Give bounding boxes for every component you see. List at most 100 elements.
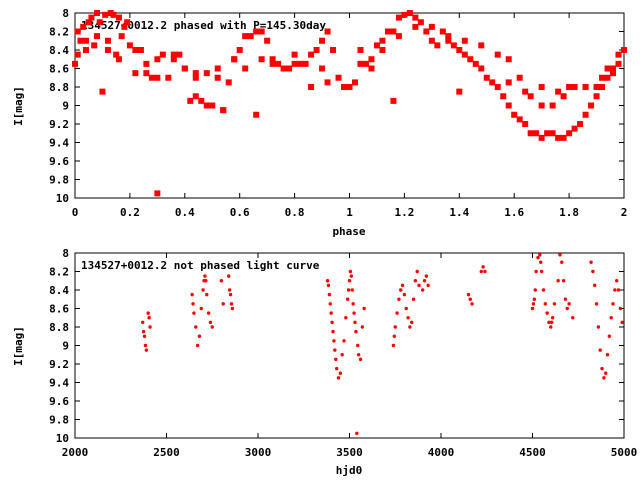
data-point — [148, 74, 155, 81]
data-point — [511, 111, 518, 118]
data-point — [582, 84, 589, 90]
phased-y-tick-label: 8 — [62, 7, 69, 20]
data-point — [541, 288, 546, 292]
data-point — [400, 283, 405, 288]
data-point — [210, 325, 214, 329]
data-point — [99, 88, 106, 95]
data-point — [424, 274, 429, 278]
data-point — [609, 316, 613, 320]
data-point — [466, 292, 471, 297]
data-point — [538, 84, 545, 90]
data-point — [170, 51, 177, 58]
phased-y-tick-label: 9.6 — [49, 155, 69, 168]
data-point — [227, 274, 231, 278]
data-point — [560, 134, 567, 141]
data-point — [291, 60, 298, 67]
data-point — [461, 51, 468, 58]
data-point — [170, 56, 177, 63]
data-point — [434, 42, 441, 49]
data-point — [349, 274, 354, 278]
data-point — [422, 279, 427, 283]
data-point — [538, 102, 545, 109]
data-point — [115, 56, 122, 63]
data-point — [593, 283, 597, 288]
data-point — [275, 60, 282, 67]
data-point — [605, 353, 610, 357]
data-point — [428, 37, 435, 44]
data-point — [118, 33, 125, 40]
data-point — [615, 51, 622, 58]
phased-y-tick-label: 9.8 — [49, 174, 69, 187]
data-point — [258, 56, 265, 63]
unphased-x-tick-label: 5000 — [611, 446, 638, 459]
data-point — [328, 302, 332, 306]
data-point — [613, 288, 617, 292]
data-point — [141, 329, 146, 334]
data-point — [555, 88, 562, 95]
data-point — [338, 371, 343, 375]
phased-data-points — [72, 10, 627, 197]
data-point — [571, 84, 578, 90]
data-point — [415, 269, 419, 274]
data-point — [113, 51, 120, 58]
data-point — [607, 334, 612, 338]
data-point — [347, 279, 352, 283]
data-point — [192, 70, 199, 77]
data-point — [567, 302, 571, 306]
data-point — [191, 302, 195, 306]
phased-x-tick-label: 2 — [621, 206, 628, 219]
data-point — [220, 107, 227, 114]
data-point — [560, 260, 564, 264]
data-point — [547, 320, 551, 325]
phased-x-tick-label: 1 — [346, 206, 353, 219]
unphased-axis-ticks: 2000 2500 3000 3500 4000 4500 5000 8 8.2 8.4 8.6 8.… — [49, 247, 637, 459]
unphased-x-tick-label: 2500 — [153, 446, 180, 459]
data-point — [144, 348, 149, 352]
phased-x-tick-label: 1.4 — [449, 206, 469, 219]
data-point — [481, 265, 485, 269]
data-point — [201, 288, 205, 292]
data-point — [368, 65, 375, 72]
data-point — [616, 288, 621, 292]
data-point — [615, 60, 622, 67]
phased-plot-title: 134527+0012.2 phased with P=145.30day — [81, 19, 326, 32]
data-point — [221, 302, 225, 306]
unphased-y-axis-label: I[mag] — [12, 326, 25, 366]
data-point — [522, 88, 529, 95]
data-point — [242, 33, 249, 40]
data-point — [342, 339, 346, 343]
data-point — [334, 357, 338, 362]
phased-x-tick-label: 0.2 — [120, 206, 140, 219]
data-point — [550, 316, 555, 320]
unphased-y-tick-label: 8.2 — [49, 266, 69, 279]
data-point — [176, 51, 183, 58]
data-point — [390, 97, 397, 104]
data-point — [599, 74, 606, 81]
data-point — [147, 316, 151, 320]
data-point — [410, 320, 414, 325]
data-point — [227, 288, 232, 292]
unphased-y-tick-label: 8.6 — [49, 303, 69, 316]
data-point — [192, 74, 199, 81]
data-point — [384, 28, 391, 35]
data-point — [82, 47, 89, 53]
data-point — [209, 102, 216, 109]
data-point — [330, 47, 337, 53]
data-point — [362, 306, 366, 311]
data-point — [291, 51, 298, 58]
unphased-x-tick-label: 4500 — [519, 446, 546, 459]
data-point — [214, 74, 221, 81]
data-point — [395, 14, 402, 21]
data-point — [319, 37, 326, 44]
data-point — [379, 37, 386, 44]
data-point — [379, 47, 386, 53]
data-point — [610, 70, 617, 77]
data-point — [195, 343, 200, 348]
phased-light-curve-panel: 134527+0012.2 phased with P=145.30day ph… — [12, 7, 627, 238]
data-point — [340, 353, 344, 357]
data-point — [468, 297, 472, 301]
data-point — [74, 28, 81, 35]
data-point — [392, 334, 397, 338]
data-point — [621, 47, 627, 53]
